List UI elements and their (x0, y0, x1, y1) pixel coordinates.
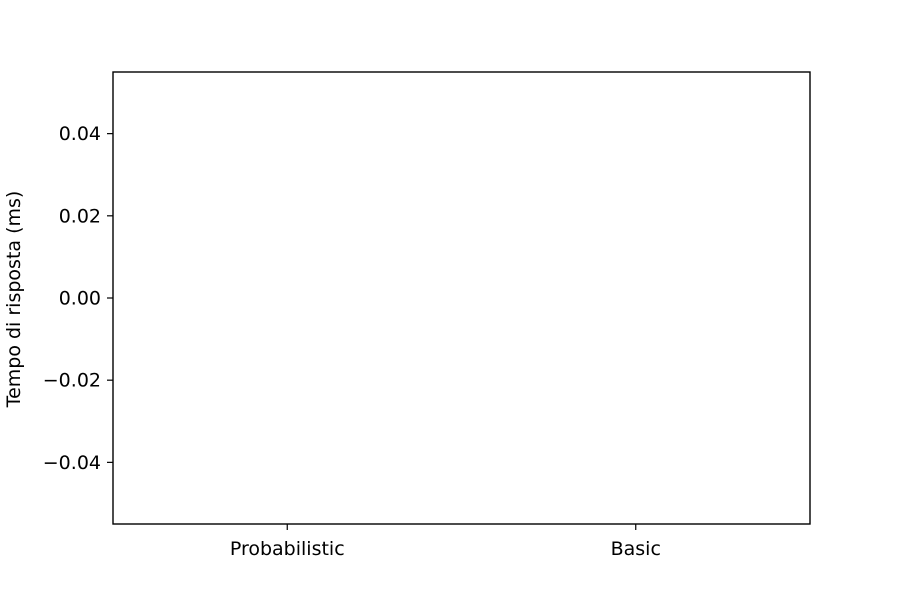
y-axis-ticks: −0.04 −0.02 0.00 0.02 0.04 (43, 123, 113, 474)
x-tick-label: Basic (611, 538, 661, 560)
y-tick-label: −0.02 (43, 370, 101, 392)
x-axis-ticks: Probabilistic Basic (230, 524, 661, 560)
y-axis-label: Tempo di risposta (ms) (3, 191, 25, 409)
y-tick-label: 0.02 (59, 205, 101, 227)
y-tick-label: −0.04 (43, 452, 101, 474)
x-tick-label: Probabilistic (230, 538, 345, 560)
y-tick-label: 0.00 (59, 288, 101, 310)
y-tick-label: 0.04 (59, 123, 101, 145)
axes-frame (112, 71, 811, 525)
